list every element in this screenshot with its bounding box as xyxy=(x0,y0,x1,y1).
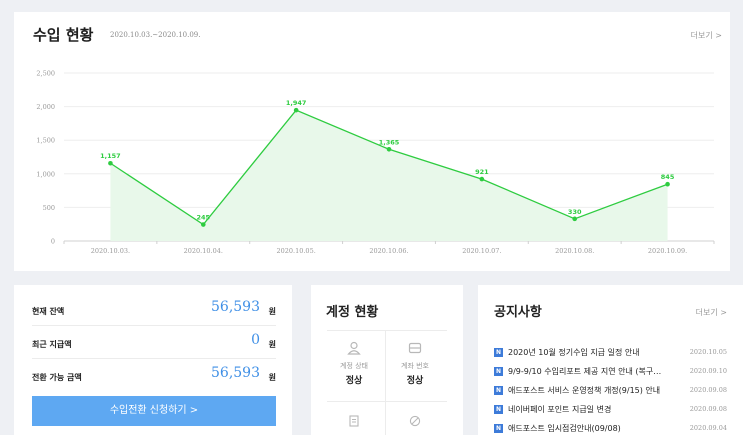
notice-item-text: 애드포스트 서비스 운영정책 개정(9/15) 안내 xyxy=(508,386,661,395)
y-tick-label: 1,000 xyxy=(36,170,55,178)
income-more-link[interactable]: 더보기 > xyxy=(690,31,722,40)
y-tick-label: 1,500 xyxy=(36,137,55,145)
notice-more-link[interactable]: 더보기 > xyxy=(695,308,727,317)
notice-item[interactable]: N 9/9-9/10 수입리포트 제공 지연 안내 (복구… 2020.09.1… xyxy=(494,365,727,380)
account-cell-status[interactable]: 계정 상태 정상 xyxy=(326,341,382,386)
data-point xyxy=(386,146,392,152)
notice-item-text: 9/9-9/10 수입리포트 제공 지연 안내 (복구… xyxy=(508,367,662,376)
notice-item[interactable]: N 2020년 10월 정기수입 지급 일정 안내 2020.10.05 xyxy=(494,346,727,361)
income-chart: 0 500 1,000 1,500 2,000 2,500 2020.10.03. 2020.… xyxy=(36,70,715,255)
account-divider xyxy=(327,330,447,331)
account-cell-bank[interactable]: 계좌 번호 정상 xyxy=(387,341,443,386)
x-tick-label: 2020.10.03. xyxy=(91,247,130,255)
data-label: 1,365 xyxy=(379,138,400,146)
new-badge: N xyxy=(494,424,503,433)
data-point xyxy=(665,181,670,187)
income-date-range: 2020.10.03.~2020.10.09. xyxy=(110,31,201,39)
balance-row-convertible: 전환 가능 금액 56,593 원 xyxy=(32,362,276,392)
x-tick-label: 2020.10.06. xyxy=(369,247,408,255)
notice-item-text: 애드포스트 임시점검안내(09/08) xyxy=(508,424,621,433)
data-point xyxy=(200,222,206,227)
x-tick-label: 2020.10.05. xyxy=(276,247,315,255)
balance-value: 56,593 xyxy=(211,299,260,315)
data-point xyxy=(293,107,299,113)
account-cell-label: 계정 상태 xyxy=(340,362,368,370)
new-badge: N xyxy=(494,405,503,414)
balance-value: 0 xyxy=(251,332,260,348)
notice-title: 공지사항 xyxy=(494,305,542,320)
data-label: 921 xyxy=(475,168,489,176)
new-badge: N xyxy=(494,386,503,395)
convert-income-button[interactable]: 수입전환 신청하기 > xyxy=(32,396,276,426)
y-tick-label: 2,500 xyxy=(36,70,55,78)
balance-card: 현재 잔액 56,593 원 최근 지급액 0 원 전환 가능 금액 56,59… xyxy=(14,285,292,435)
balance-unit: 원 xyxy=(268,373,276,382)
x-tick-label: 2020.10.08. xyxy=(555,247,594,255)
notice-item-date: 2020.09.10 xyxy=(689,367,727,375)
series-area xyxy=(110,110,668,242)
account-cell-document[interactable] xyxy=(326,415,382,427)
account-vdivider xyxy=(385,331,386,435)
data-label: 845 xyxy=(661,173,675,181)
y-tick-label: 0 xyxy=(51,238,55,246)
notice-item-date: 2020.09.08 xyxy=(689,386,727,394)
balance-unit: 원 xyxy=(268,340,276,349)
notice-item[interactable]: N 애드포스트 서비스 운영정책 개정(9/15) 안내 2020.09.08 xyxy=(494,384,727,399)
notice-item-date: 2020.10.05 xyxy=(689,348,727,356)
x-tick-label: 2020.10.09. xyxy=(648,247,687,255)
balance-value: 56,593 xyxy=(211,365,260,381)
new-badge: N xyxy=(494,367,503,376)
data-point xyxy=(479,176,485,182)
notice-item[interactable]: N 네이버페이 포인트 지급일 변경 2020.09.08 xyxy=(494,403,727,418)
account-title: 계정 현황 xyxy=(326,305,379,320)
y-tick-label: 2,000 xyxy=(36,103,55,111)
income-title: 수입 현황 xyxy=(33,26,94,44)
data-label: 330 xyxy=(568,208,582,216)
data-point xyxy=(572,216,578,222)
blocked-icon xyxy=(409,415,421,427)
x-tick-label: 2020.10.07. xyxy=(462,247,501,255)
balance-row-current: 현재 잔액 56,593 원 xyxy=(32,296,276,326)
data-label: 1,947 xyxy=(286,99,307,107)
data-label: 1,157 xyxy=(100,152,121,160)
y-tick-label: 500 xyxy=(43,204,55,212)
account-cell-blocked[interactable] xyxy=(387,415,443,427)
notice-item-date: 2020.09.04 xyxy=(689,424,727,432)
account-cell-value: 정상 xyxy=(406,376,424,386)
notice-card: 공지사항 더보기 > N 2020년 10월 정기수입 지급 일정 안내 202… xyxy=(478,285,743,435)
data-point xyxy=(108,160,113,166)
notice-item-date: 2020.09.08 xyxy=(689,405,727,413)
notice-item-text: 네이버페이 포인트 지급일 변경 xyxy=(508,405,612,414)
notice-item[interactable]: N 애드포스트 임시점검안내(09/08) 2020.09.04 xyxy=(494,422,727,435)
account-cell-value: 정상 xyxy=(345,376,363,386)
document-icon xyxy=(349,415,359,427)
new-badge: N xyxy=(494,348,503,357)
notice-item-text: 2020년 10월 정기수입 지급 일정 안내 xyxy=(508,348,640,357)
person-icon xyxy=(347,341,361,355)
balance-row-recent: 최근 지급액 0 원 xyxy=(32,329,276,359)
account-cell-label: 계좌 번호 xyxy=(401,362,429,370)
x-tick-label: 2020.10.04. xyxy=(184,247,223,255)
balance-label: 최근 지급액 xyxy=(32,340,72,349)
data-label: 245 xyxy=(196,214,210,222)
account-divider xyxy=(327,401,447,402)
balance-unit: 원 xyxy=(268,307,276,316)
balance-label: 현재 잔액 xyxy=(32,307,65,316)
card-icon xyxy=(408,342,422,354)
balance-label: 전환 가능 금액 xyxy=(32,373,82,382)
account-card: 계정 현황 계정 상태 정상 계좌 번호 정상 xyxy=(311,285,463,435)
income-card: 0 500 1,000 1,500 2,000 2,500 2020.10.03. 2020.… xyxy=(14,12,730,271)
